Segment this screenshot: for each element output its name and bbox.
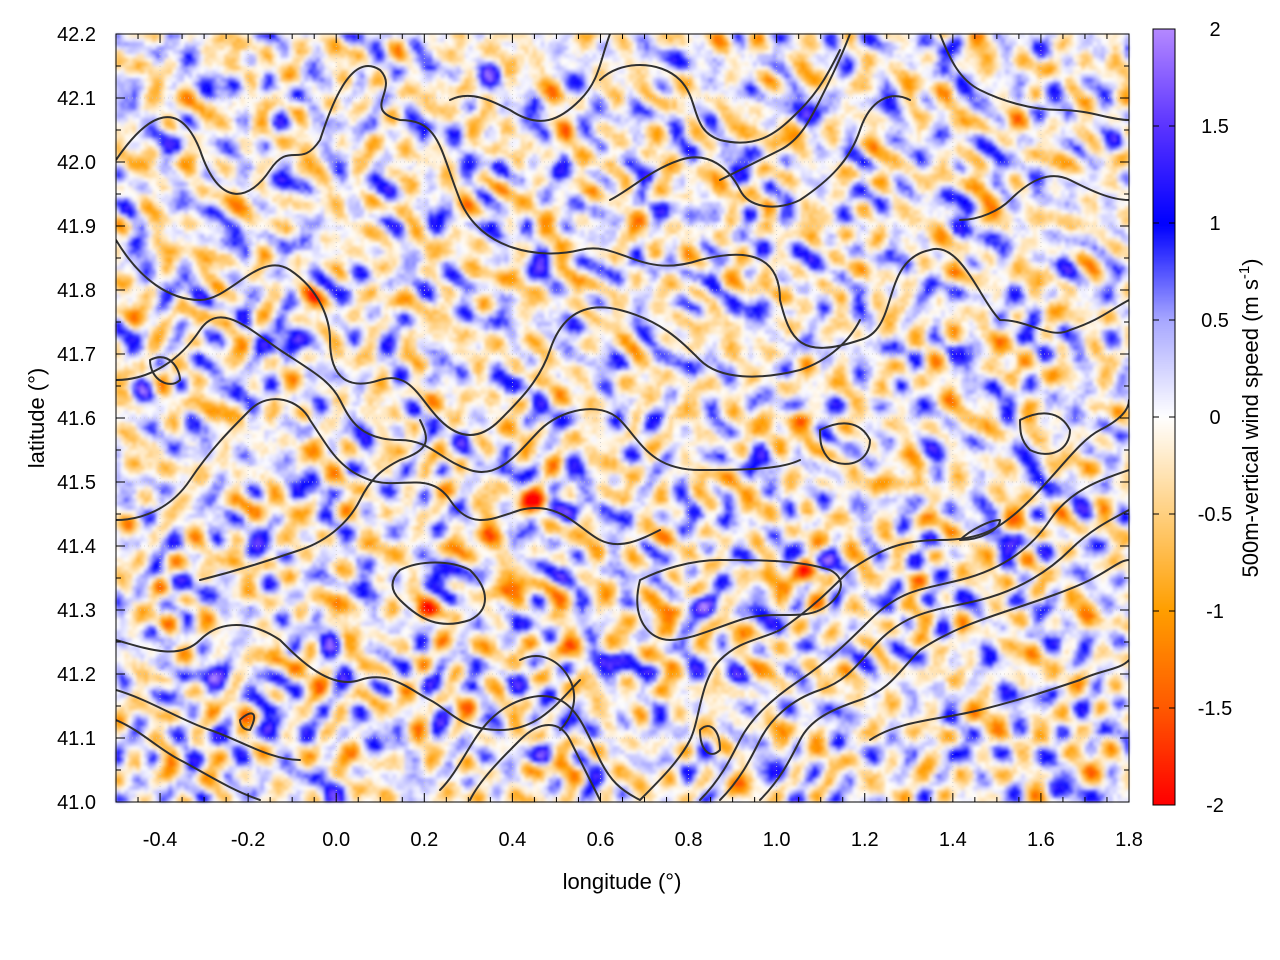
contour-line xyxy=(469,724,601,801)
colorbar-tick-label: -0.5 xyxy=(1198,504,1232,526)
colorbar-label-end: ) xyxy=(1238,258,1263,265)
terrain-contours xyxy=(116,34,1129,801)
contour-line xyxy=(759,559,1129,801)
contour-line xyxy=(959,519,1001,541)
contour-line xyxy=(449,34,611,122)
contour-line xyxy=(599,49,841,144)
x-tick-label: -0.2 xyxy=(231,829,265,851)
x-tick-label: 0.8 xyxy=(675,829,703,851)
y-tick-label: 41.6 xyxy=(57,408,96,430)
contour-line xyxy=(869,659,1129,741)
x-tick-label: 0.4 xyxy=(498,829,526,851)
x-tick-label: 1.0 xyxy=(763,829,791,851)
y-tick-label: 41.5 xyxy=(57,472,96,494)
y-tick-label: 41.8 xyxy=(57,280,96,302)
colorbar-tick-label: 1 xyxy=(1209,213,1220,235)
colorbar-ticks: -2 -1.5 -1 -0.5 0 0.5 1 1.5 2 xyxy=(1153,19,1232,817)
y-tick-label: 41.4 xyxy=(57,536,96,558)
contour-line xyxy=(116,398,661,546)
contour-line xyxy=(116,239,861,436)
y-tick-label: 41.9 xyxy=(57,216,96,238)
x-axis: -0.4 -0.2 0.0 0.2 0.4 0.6 0.8 1.0 1.2 1.4 1.6 1.8 xyxy=(115,34,1143,851)
contour-line xyxy=(639,399,1129,801)
plot-area xyxy=(115,33,1130,803)
contour-line xyxy=(719,509,1129,801)
y-tick-label: 41.2 xyxy=(57,664,96,686)
contour-line xyxy=(439,695,641,801)
x-axis-label: longitude (°) xyxy=(563,869,682,894)
colorbar-tick-label: 2 xyxy=(1209,19,1220,41)
contour-line xyxy=(116,624,581,731)
colorbar-tick-label: -2 xyxy=(1206,795,1224,817)
contour-line xyxy=(391,561,486,625)
x-tick-label: 0.6 xyxy=(587,829,615,851)
contour-line xyxy=(609,95,911,208)
contour-line xyxy=(1019,412,1071,455)
colorbar-label: 500m-vertical wind speed (m s-1) xyxy=(1236,258,1263,577)
x-tick-label: 1.4 xyxy=(939,829,967,851)
x-tick-label: 0.0 xyxy=(322,829,350,851)
y-tick-label: 41.3 xyxy=(57,600,96,622)
contour-line xyxy=(519,655,576,731)
y-tick-label: 41.1 xyxy=(57,728,96,750)
contour-line xyxy=(116,316,801,473)
y-tick-label: 42.1 xyxy=(57,88,96,110)
x-tick-label: 1.8 xyxy=(1115,829,1143,851)
colorbar: -2 -1.5 -1 -0.5 0 0.5 1 1.5 2 500m-vertical wind… xyxy=(1152,19,1263,817)
contour-line xyxy=(719,34,851,181)
contour-line xyxy=(819,422,871,465)
y-tick-label: 42.2 xyxy=(57,24,96,46)
contour-line xyxy=(959,175,1129,221)
grid-lines xyxy=(116,34,1129,802)
y-tick-label: 41.0 xyxy=(57,792,96,814)
y-axis: 41.0 41.1 41.2 41.3 41.4 41.5 41.6 41.7 41.8 41.9… xyxy=(57,24,1129,814)
contour-line xyxy=(116,719,261,801)
x-tick-label: -0.4 xyxy=(143,829,177,851)
y-axis-label: latitude (°) xyxy=(24,368,49,469)
y-tick-label: 42.0 xyxy=(57,152,96,174)
x-tick-label: 1.6 xyxy=(1027,829,1055,851)
colorbar-tick-label: 0 xyxy=(1209,407,1220,429)
y-tick-label: 41.7 xyxy=(57,344,96,366)
colorbar-label-main: 500m-vertical wind speed (m s xyxy=(1238,279,1263,577)
colorbar-tick-label: -1 xyxy=(1206,601,1224,623)
contour-line xyxy=(239,712,256,731)
contour-line xyxy=(699,469,1129,801)
heatmap-field xyxy=(116,34,1129,802)
contour-line xyxy=(116,689,301,761)
colorbar-tick-label: 0.5 xyxy=(1201,310,1229,332)
colorbar-label-sup: -1 xyxy=(1236,266,1253,279)
colorbar-tick-label: -1.5 xyxy=(1198,698,1232,720)
contour-line xyxy=(149,356,181,385)
contour-line xyxy=(116,65,1129,349)
contour-line xyxy=(939,34,1129,121)
x-tick-label: 0.2 xyxy=(410,829,438,851)
contour-line xyxy=(699,725,721,755)
colorbar-tick-label: 1.5 xyxy=(1201,116,1229,138)
contour-line xyxy=(199,419,427,581)
x-tick-label: 1.2 xyxy=(851,829,879,851)
contour-line xyxy=(636,559,842,641)
